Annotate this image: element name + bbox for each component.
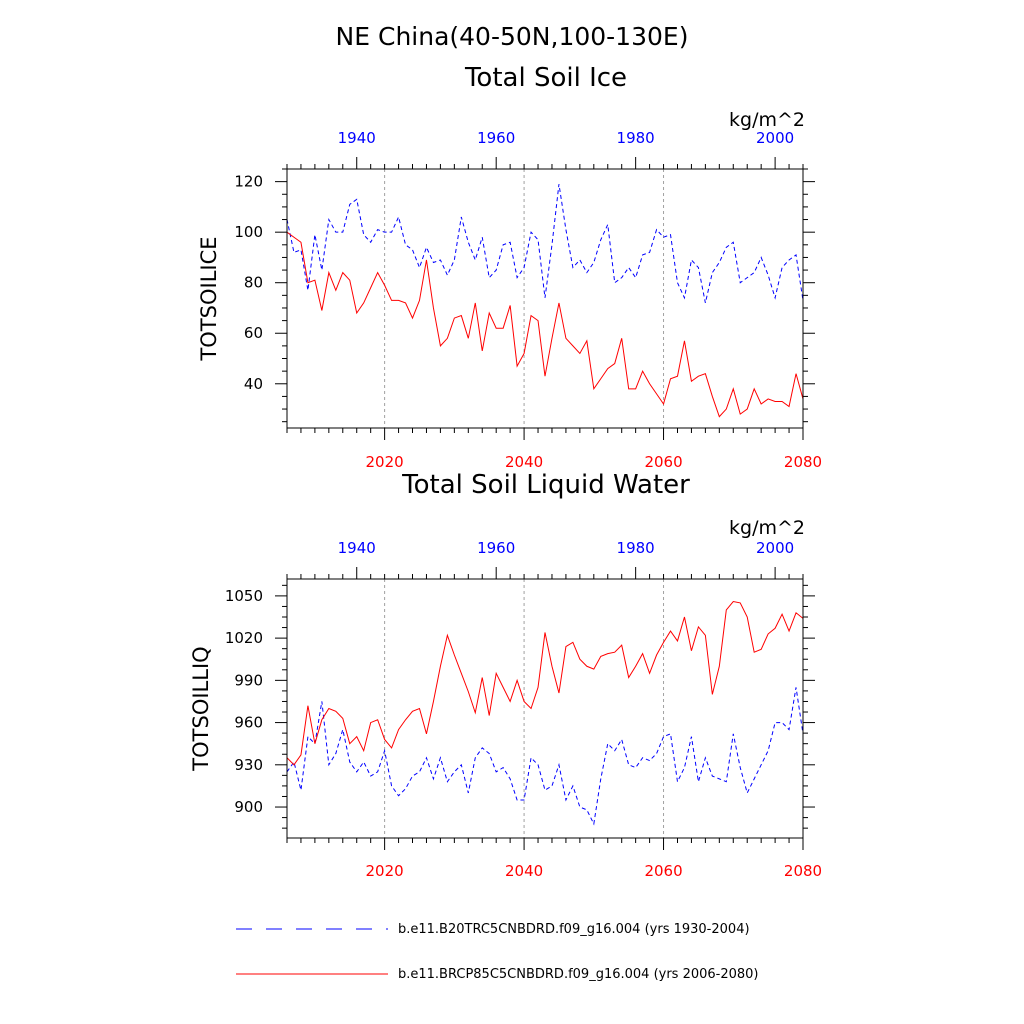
x-tick-label-bottom: 2080 <box>784 862 822 880</box>
y-tick-label: 100 <box>234 223 263 241</box>
x-tick-label-top: 1960 <box>477 539 515 557</box>
series-line-future <box>286 231 804 418</box>
y-axis-label: TOTSOILICE <box>197 236 221 361</box>
x-tick-label-top: 2000 <box>756 539 794 557</box>
y-tick-label: 990 <box>234 671 263 689</box>
y-tick-label: 120 <box>234 173 263 191</box>
y-tick-label: 40 <box>244 375 263 393</box>
y-tick-label: 1050 <box>225 587 263 605</box>
legend-future-label: b.e11.BRCP85C5CNBDRD.f09_g16.004 (yrs 20… <box>398 967 759 982</box>
x-tick-label-top: 1940 <box>338 539 376 557</box>
x-tick-label-bottom: 2020 <box>366 862 404 880</box>
x-tick-label-bottom: 2020 <box>366 453 404 471</box>
series-line-historical <box>286 184 804 304</box>
soil-liquid-panel: Total Soil Liquid Water kg/m^2 TOTSOILLIQ 2… <box>189 470 822 880</box>
x-tick-label-top: 1960 <box>477 129 515 147</box>
units-label: kg/m^2 <box>729 517 805 539</box>
panel-title: Total Soil Liquid Water <box>401 470 690 500</box>
x-tick-label-bottom: 2060 <box>644 453 682 471</box>
soil-ice-panel: Total Soil Ice kg/m^2 TOTSOILICE 2020 2040 20… <box>197 63 822 471</box>
y-axis-label: TOTSOILLIQ <box>189 646 213 771</box>
y-tick-label: 960 <box>234 714 263 732</box>
x-tick-label-top: 1940 <box>338 129 376 147</box>
x-tick-label-top: 1980 <box>617 539 655 557</box>
legend: b.e11.B20TRC5CNBDRD.f09_g16.004 (yrs 193… <box>236 922 759 982</box>
x-tick-label-bottom: 2040 <box>505 453 543 471</box>
y-tick-label: 1020 <box>225 629 263 647</box>
panel-title: Total Soil Ice <box>464 63 627 93</box>
y-tick-label: 80 <box>244 274 263 292</box>
y-tick-label: 900 <box>234 798 263 816</box>
y-tick-label: 930 <box>234 756 263 774</box>
region-title: NE China(40-50N,100-130E) <box>336 22 689 51</box>
x-tick-label-top: 1980 <box>617 129 655 147</box>
plot-frame <box>286 168 804 429</box>
y-tick-label: 60 <box>244 324 263 342</box>
x-tick-label-bottom: 2040 <box>505 862 543 880</box>
series-line-historical <box>286 687 804 826</box>
x-tick-label-top: 2000 <box>756 129 794 147</box>
plot-frame <box>286 578 804 839</box>
x-tick-label-bottom: 2060 <box>644 862 682 880</box>
units-label: kg/m^2 <box>729 109 805 131</box>
legend-historical-label: b.e11.B20TRC5CNBDRD.f09_g16.004 (yrs 193… <box>398 922 750 937</box>
x-tick-label-bottom: 2080 <box>784 453 822 471</box>
series-line-future <box>286 600 804 766</box>
